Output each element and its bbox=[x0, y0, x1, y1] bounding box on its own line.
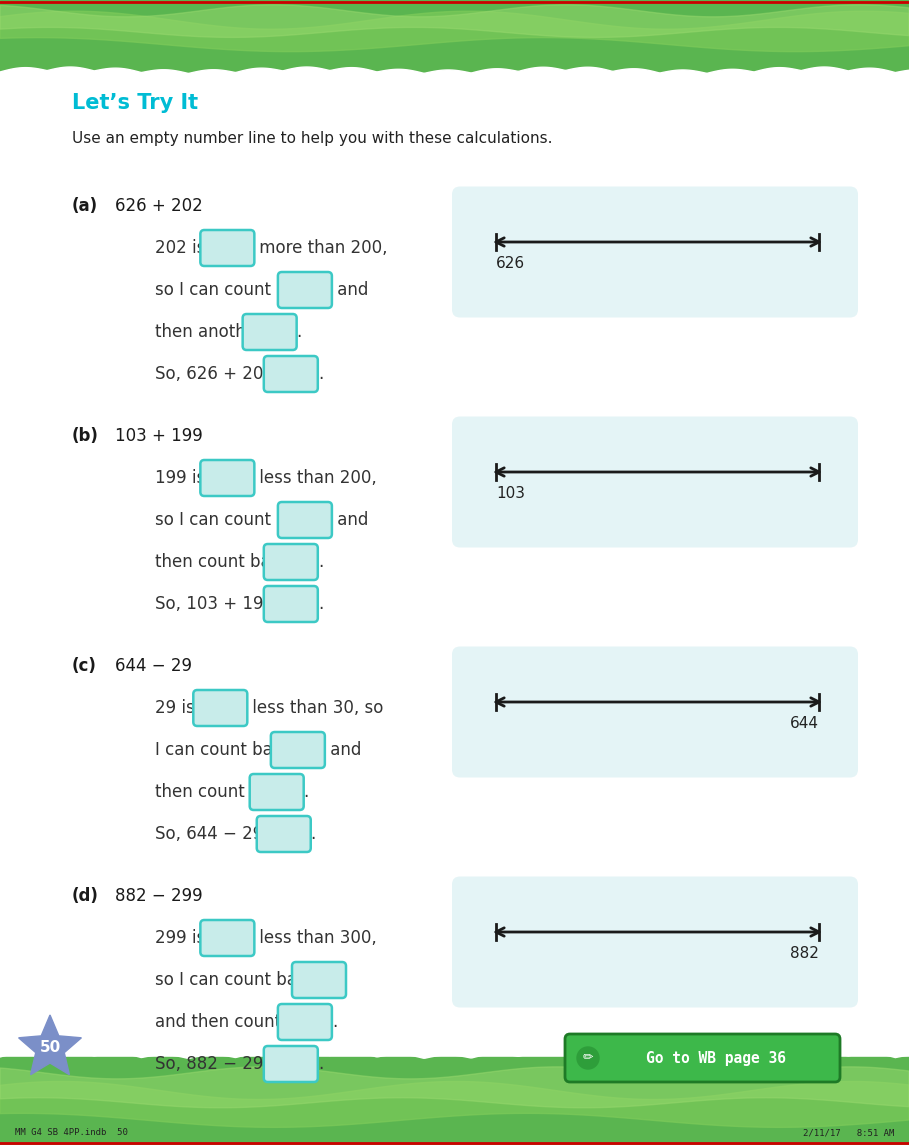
Text: 103 + 199: 103 + 199 bbox=[115, 427, 203, 445]
FancyBboxPatch shape bbox=[278, 1004, 332, 1040]
Polygon shape bbox=[18, 1014, 82, 1075]
FancyBboxPatch shape bbox=[271, 732, 325, 768]
FancyBboxPatch shape bbox=[200, 460, 255, 496]
Text: .: . bbox=[318, 595, 323, 613]
Text: less than 200,: less than 200, bbox=[255, 469, 377, 487]
Text: So, 626 + 202 =: So, 626 + 202 = bbox=[155, 365, 298, 382]
FancyBboxPatch shape bbox=[264, 1047, 318, 1082]
Text: I can count back: I can count back bbox=[155, 741, 297, 759]
FancyBboxPatch shape bbox=[292, 962, 346, 998]
Text: so I can count back: so I can count back bbox=[155, 971, 321, 989]
Text: and: and bbox=[332, 281, 368, 299]
Text: Let’s Try It: Let’s Try It bbox=[72, 93, 198, 113]
Text: more than 200,: more than 200, bbox=[255, 239, 388, 256]
FancyBboxPatch shape bbox=[452, 187, 858, 317]
Text: then count back: then count back bbox=[155, 553, 295, 571]
Polygon shape bbox=[0, 11, 909, 52]
Bar bbox=[0, 0, 909, 72]
Text: .: . bbox=[332, 1013, 337, 1030]
Text: Go to WB page 36: Go to WB page 36 bbox=[645, 1050, 785, 1066]
Text: 199 is: 199 is bbox=[155, 469, 211, 487]
Text: 299 is: 299 is bbox=[155, 929, 211, 947]
Bar bbox=[0, 1057, 909, 1145]
Circle shape bbox=[577, 1047, 599, 1069]
FancyBboxPatch shape bbox=[264, 356, 318, 392]
Polygon shape bbox=[0, 1067, 909, 1107]
Text: 202 is: 202 is bbox=[155, 239, 211, 256]
FancyBboxPatch shape bbox=[200, 230, 255, 266]
Text: then another: then another bbox=[155, 323, 268, 341]
FancyBboxPatch shape bbox=[565, 1034, 840, 1082]
Text: less than 300,: less than 300, bbox=[255, 929, 377, 947]
FancyBboxPatch shape bbox=[452, 647, 858, 777]
Text: 644: 644 bbox=[790, 716, 819, 731]
FancyBboxPatch shape bbox=[256, 816, 311, 852]
Text: 29 is: 29 is bbox=[155, 698, 200, 717]
Text: 50: 50 bbox=[39, 1040, 61, 1055]
FancyBboxPatch shape bbox=[452, 877, 858, 1008]
Text: So, 882 − 299 =: So, 882 − 299 = bbox=[155, 1055, 298, 1073]
FancyBboxPatch shape bbox=[264, 586, 318, 622]
Text: .: . bbox=[318, 365, 323, 382]
FancyBboxPatch shape bbox=[200, 919, 255, 956]
Text: .: . bbox=[296, 323, 302, 341]
Text: and then count on: and then count on bbox=[155, 1013, 313, 1030]
Text: so I can count on: so I can count on bbox=[155, 281, 302, 299]
Text: (a): (a) bbox=[72, 197, 98, 215]
Text: 2/11/17   8:51 AM: 2/11/17 8:51 AM bbox=[803, 1128, 894, 1137]
Text: 626: 626 bbox=[496, 256, 525, 271]
Text: less than 30, so: less than 30, so bbox=[247, 698, 384, 717]
Text: 644 − 29: 644 − 29 bbox=[115, 657, 192, 676]
Text: and: and bbox=[325, 741, 361, 759]
Text: (b): (b) bbox=[72, 427, 99, 445]
FancyBboxPatch shape bbox=[243, 314, 296, 350]
Text: 626 + 202: 626 + 202 bbox=[115, 197, 203, 215]
Text: Use an empty number line to help you with these calculations.: Use an empty number line to help you wit… bbox=[72, 131, 553, 147]
Text: (d): (d) bbox=[72, 887, 99, 905]
Text: (c): (c) bbox=[72, 657, 97, 676]
Polygon shape bbox=[0, 68, 909, 94]
FancyBboxPatch shape bbox=[452, 417, 858, 547]
Text: So, 103 + 199 =: So, 103 + 199 = bbox=[155, 595, 298, 613]
Text: then count on: then count on bbox=[155, 783, 275, 802]
Text: .: . bbox=[318, 1055, 323, 1073]
Text: and: and bbox=[332, 511, 368, 529]
Text: 882 − 299: 882 − 299 bbox=[115, 887, 203, 905]
Text: ✏: ✏ bbox=[583, 1051, 594, 1065]
Text: .: . bbox=[311, 826, 316, 843]
FancyBboxPatch shape bbox=[278, 502, 332, 538]
Text: .: . bbox=[304, 783, 309, 802]
Text: 882: 882 bbox=[790, 946, 819, 961]
Polygon shape bbox=[0, 1032, 909, 1058]
FancyBboxPatch shape bbox=[194, 690, 247, 726]
FancyBboxPatch shape bbox=[278, 273, 332, 308]
Text: So, 644 − 29 =: So, 644 − 29 = bbox=[155, 826, 287, 843]
Text: MM G4 SB 4PP.indb  50: MM G4 SB 4PP.indb 50 bbox=[15, 1128, 128, 1137]
Polygon shape bbox=[0, 1081, 909, 1128]
FancyBboxPatch shape bbox=[250, 774, 304, 810]
Text: so I can count on: so I can count on bbox=[155, 511, 302, 529]
Text: .: . bbox=[318, 553, 323, 571]
Polygon shape bbox=[0, 5, 909, 38]
FancyBboxPatch shape bbox=[264, 544, 318, 581]
Text: 103: 103 bbox=[496, 485, 525, 502]
